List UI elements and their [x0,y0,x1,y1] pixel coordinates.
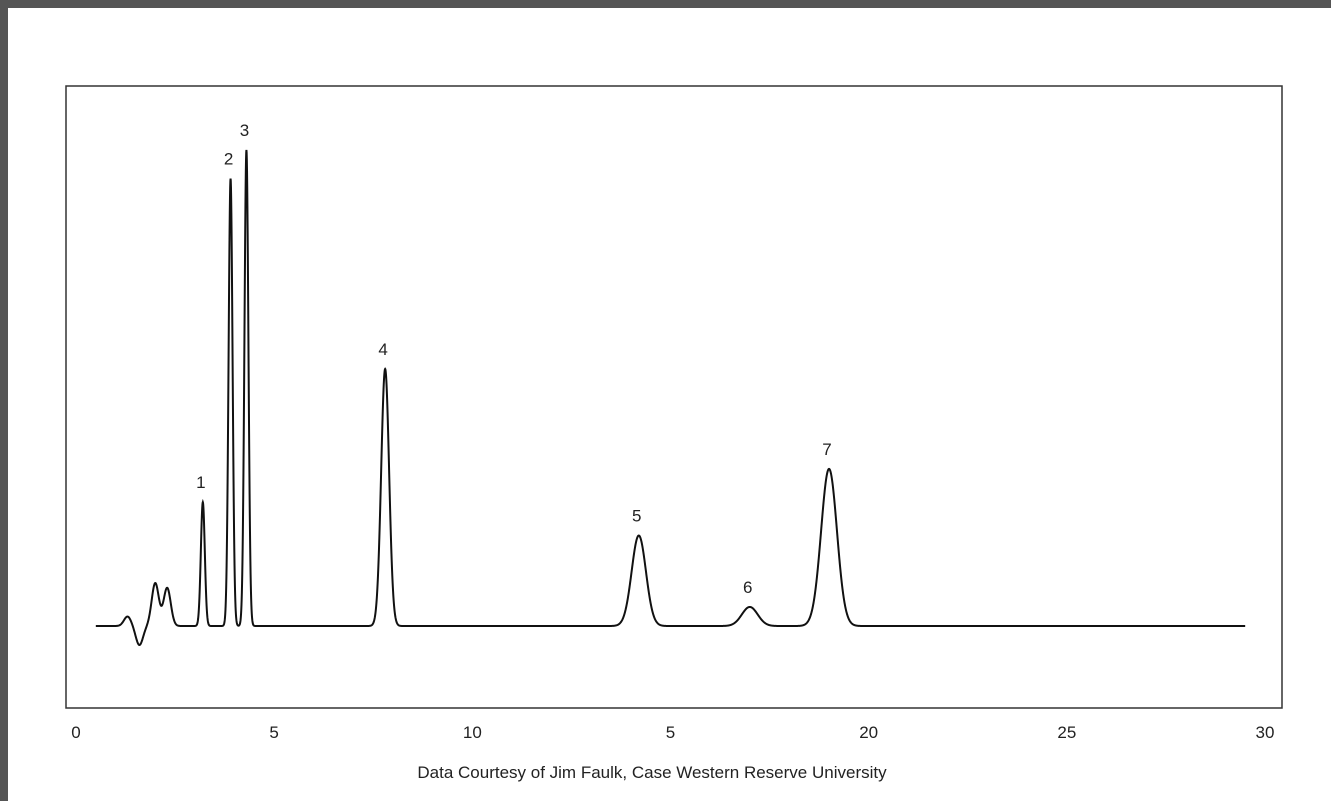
peak-label: 6 [743,578,752,597]
peak-label: 1 [196,473,205,492]
peak-label: 5 [632,507,641,526]
x-tick-label: 0 [71,723,80,742]
plot-border [65,85,1283,709]
x-tick-label: 10 [463,723,482,742]
x-tick-label: 25 [1057,723,1076,742]
x-tick-label: 20 [859,723,878,742]
x-tick-label: 30 [1256,723,1275,742]
peak-label: 4 [378,340,387,359]
x-tick-label: 5 [269,723,278,742]
chromatogram-trace [95,149,1246,647]
peak-label: 3 [240,121,249,140]
x-tick-label: 5 [666,723,675,742]
x-axis-ticks: 0 5 10 5 20 25 30 [71,723,1274,742]
peak-label: 2 [224,150,233,169]
peak-label: 7 [822,440,831,459]
data-credit-caption: Data Courtesy of Jim Faulk, Case Western… [417,763,887,782]
